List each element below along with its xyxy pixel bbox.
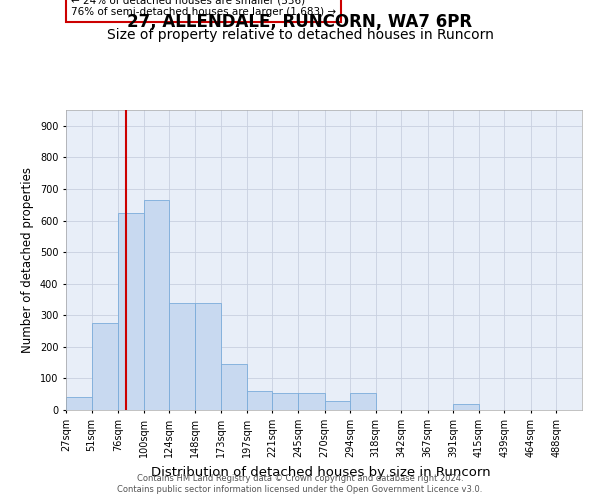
Bar [66,398,92,410]
Bar [247,391,272,410]
Text: 27, ALLENDALE, RUNCORN, WA7 6PR: 27, ALLENDALE, RUNCORN, WA7 6PR [127,12,473,30]
Text: Contains HM Land Registry data © Crown copyright and database right 2024.
Contai: Contains HM Land Registry data © Crown c… [118,474,482,494]
Bar [143,200,169,410]
Bar [325,400,350,410]
Bar [221,364,247,410]
Bar [298,392,325,410]
Bar [272,392,298,410]
Bar [195,302,221,410]
Text: Distribution of detached houses by size in Runcorn: Distribution of detached houses by size … [151,466,491,479]
Bar [350,392,376,410]
Bar [169,302,195,410]
Bar [92,323,118,410]
Y-axis label: Number of detached properties: Number of detached properties [22,167,34,353]
Bar [453,404,479,410]
Bar [118,212,143,410]
Text: 27 ALLENDALE: 83sqm
← 24% of detached houses are smaller (536)
76% of semi-detac: 27 ALLENDALE: 83sqm ← 24% of detached ho… [71,0,336,17]
Text: Size of property relative to detached houses in Runcorn: Size of property relative to detached ho… [107,28,493,42]
